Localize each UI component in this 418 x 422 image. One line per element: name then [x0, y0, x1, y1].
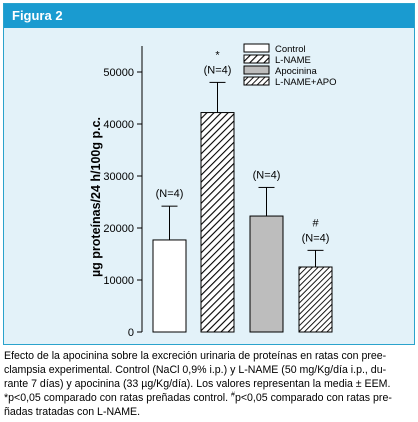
caption-line: rante 7 días) y apocinina (33 µg/Kg/día)… [4, 378, 391, 390]
legend-label: L-NAME+APO [275, 77, 337, 88]
legend-swatch [243, 76, 270, 86]
figure-caption: Efecto de la apocinina sobre la excreció… [4, 349, 416, 419]
significance-mark: * [4, 392, 9, 404]
y-tick-label: 50000 [103, 67, 134, 79]
n-label: (N=4) [156, 188, 184, 200]
figure-title: Figura 2 [12, 8, 63, 23]
caption-line: Efecto de la apocinina sobre la excreció… [4, 350, 387, 362]
significance-mark: # [312, 217, 319, 229]
legend-label: Apocinina [275, 66, 317, 77]
caption-text: p<0,05 comparado con ratas pre- [234, 392, 392, 404]
significance-mark: * [215, 49, 220, 61]
legend-label: L-NAME [275, 55, 311, 66]
y-tick-label: 30000 [103, 171, 134, 183]
y-tick-label: 20000 [103, 223, 134, 235]
bar-2 [200, 112, 235, 333]
legend-label: Control [275, 44, 306, 55]
y-tick-label: 40000 [103, 119, 134, 131]
legend-swatch [243, 54, 270, 64]
figure-header: Figura 2 [4, 4, 414, 28]
bar-1 [152, 239, 187, 333]
caption-line: clampsia experimental. Control (NaCl 0,9… [4, 364, 387, 376]
bar-chart: 0 10000 20000 30000 40000 50000 µg proteínas/2… [89, 43, 337, 339]
caption-line: *p<0,05 comparado con ratas preñadas con… [4, 391, 416, 405]
bar-4 [298, 266, 333, 333]
y-axis-label: µg proteínas/24 h/100g p.c. [89, 117, 103, 277]
n-label: (N=4) [302, 232, 330, 244]
figure-box: Figura 2 0 10000 20000 30000 40000 50000 µg pr… [3, 3, 415, 345]
caption-line: ñadas tratadas con L-NAME. [4, 406, 141, 418]
bar-3 [249, 215, 284, 333]
n-label: (N=4) [253, 169, 281, 181]
significance-mark: # [231, 391, 235, 399]
n-label: (N=4) [204, 64, 232, 76]
legend-swatch [243, 65, 270, 75]
legend-swatch [243, 43, 270, 53]
y-tick-label: 0 [128, 327, 134, 339]
y-tick-label: 10000 [103, 275, 134, 287]
chart-area: 0 10000 20000 30000 40000 50000 µg proteínas/2… [4, 32, 414, 349]
caption-text: p<0,05 comparado con ratas preñadas cont… [8, 392, 232, 404]
